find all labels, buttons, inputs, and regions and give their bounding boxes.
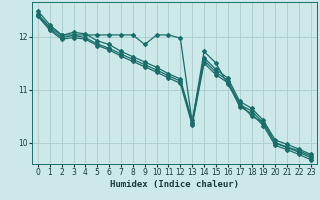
- X-axis label: Humidex (Indice chaleur): Humidex (Indice chaleur): [110, 180, 239, 189]
